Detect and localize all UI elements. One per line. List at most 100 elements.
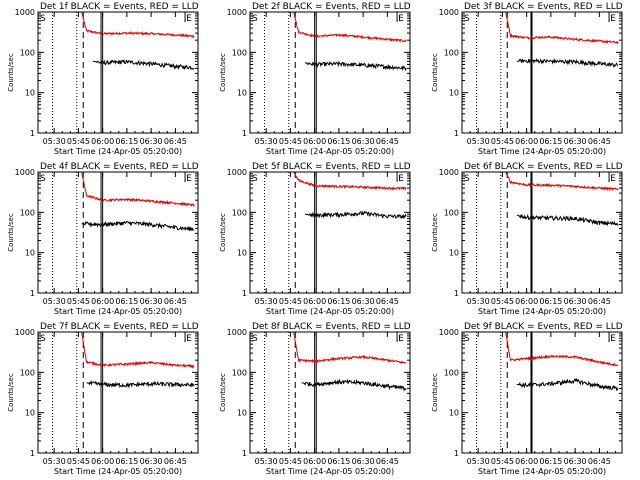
x-tick-label: 06:30 (352, 457, 375, 466)
x-tick-label: 06:15 (327, 457, 350, 466)
end-marker: E (398, 174, 404, 184)
x-tick-label: 05:45 (67, 137, 90, 146)
y-tick-label: 1000 (227, 168, 247, 177)
y-tick-label: 10 (237, 249, 247, 258)
lld-series-line (81, 11, 195, 38)
x-tick-label: 05:30 (467, 457, 490, 466)
y-tick-label: 10 (237, 409, 247, 418)
y-tick-label: 1 (242, 449, 247, 458)
lld-series-line (81, 171, 195, 208)
x-tick-label: 05:45 (67, 297, 90, 306)
x-tick-label: 05:45 (279, 137, 302, 146)
y-tick-label: 1 (30, 129, 35, 138)
plot-frame (37, 331, 199, 454)
panel-title: Det 6f BLACK = Events, RED = LLD (464, 162, 623, 172)
start-marker: S (40, 334, 46, 344)
y-axis-label: Counts/sec (431, 373, 439, 412)
y-tick-label: 1 (30, 289, 35, 298)
plot-frame (249, 11, 411, 134)
x-tick-label: 06:45 (588, 457, 611, 466)
plot-frame (461, 11, 623, 134)
y-tick-label: 1000 (15, 328, 35, 337)
plot-frame (461, 331, 623, 454)
panel-title: Det 3f BLACK = Events, RED = LLD (464, 2, 623, 12)
x-tick-label: 05:45 (67, 457, 90, 466)
panel-8: Det 8f BLACK = Events, RED = LLD 1 10 100 10… (219, 322, 411, 476)
panel-title: Det 4f BLACK = Events, RED = LLD (40, 162, 199, 172)
x-axis-label: Start Time (24-Apr-05 05:20:00) (478, 467, 606, 476)
y-tick-label: 100 (444, 368, 459, 377)
panel-title: Det 9f BLACK = Events, RED = LLD (464, 322, 623, 332)
x-tick-label: 06:30 (352, 137, 375, 146)
y-tick-label: 1000 (227, 328, 247, 337)
x-axis-label: Start Time (24-Apr-05 05:20:00) (478, 307, 606, 316)
x-tick-label: 06:45 (588, 297, 611, 306)
y-tick-label: 10 (237, 89, 247, 98)
x-tick-label: 05:45 (279, 297, 302, 306)
end-marker: E (186, 174, 192, 184)
panel-2: Det 2f BLACK = Events, RED = LLD 1 10 100 10… (219, 2, 411, 156)
start-marker: S (252, 174, 258, 184)
x-tick-label: 06:15 (327, 137, 350, 146)
y-tick-label: 100 (444, 48, 459, 57)
y-tick-label: 10 (25, 409, 35, 418)
x-tick-label: 06:00 (515, 457, 538, 466)
end-marker: E (610, 334, 616, 344)
x-tick-label: 05:45 (491, 297, 514, 306)
y-tick-label: 100 (232, 368, 247, 377)
x-tick-label: 06:00 (91, 137, 114, 146)
x-tick-label: 05:30 (43, 297, 66, 306)
x-tick-label: 06:15 (327, 297, 350, 306)
x-tick-label: 06:15 (539, 457, 562, 466)
y-tick-label: 10 (25, 89, 35, 98)
x-tick-label: 06:00 (91, 457, 114, 466)
start-marker: S (464, 334, 470, 344)
end-marker: E (398, 334, 404, 344)
lld-series-line (505, 171, 619, 192)
start-marker: S (40, 14, 46, 24)
x-tick-label: 06:45 (164, 457, 187, 466)
y-tick-label: 1000 (439, 8, 459, 17)
end-marker: E (186, 14, 192, 24)
lld-series-line (505, 11, 619, 45)
panel-3: Det 3f BLACK = Events, RED = LLD 1 10 100 10… (431, 2, 623, 156)
events-series-line (516, 57, 619, 69)
plot-frame (37, 171, 199, 294)
y-axis-label: Counts/sec (431, 213, 439, 252)
panel-5: Det 5f BLACK = Events, RED = LLD 1 10 100 10… (219, 162, 411, 316)
x-tick-label: 06:45 (376, 457, 399, 466)
y-tick-label: 10 (449, 249, 459, 258)
x-tick-label: 06:45 (164, 297, 187, 306)
start-marker: S (464, 174, 470, 184)
y-tick-label: 100 (20, 48, 35, 57)
y-tick-label: 100 (20, 368, 35, 377)
x-tick-label: 06:45 (376, 297, 399, 306)
y-tick-label: 1000 (227, 8, 247, 17)
events-series-line (92, 58, 195, 71)
x-axis-label: Start Time (24-Apr-05 05:20:00) (54, 467, 182, 476)
y-axis-label: Counts/sec (7, 213, 15, 252)
plot-frame (249, 171, 411, 294)
lld-series-line (505, 331, 619, 367)
y-tick-label: 10 (25, 249, 35, 258)
y-axis-label: Counts/sec (7, 53, 15, 92)
events-series-line (304, 210, 407, 219)
x-axis-label: Start Time (24-Apr-05 05:20:00) (478, 147, 606, 156)
y-axis-label: Counts/sec (431, 53, 439, 92)
x-axis-label: Start Time (24-Apr-05 05:20:00) (54, 147, 182, 156)
y-tick-label: 100 (20, 208, 35, 217)
end-marker: E (398, 14, 404, 24)
y-tick-label: 1 (30, 449, 35, 458)
x-tick-label: 06:30 (140, 137, 163, 146)
x-tick-label: 06:15 (115, 137, 138, 146)
end-marker: E (610, 14, 616, 24)
x-tick-label: 06:30 (140, 297, 163, 306)
x-axis-label: Start Time (24-Apr-05 05:20:00) (266, 467, 394, 476)
panel-title: Det 1f BLACK = Events, RED = LLD (40, 2, 199, 12)
events-series-line (86, 379, 195, 389)
y-tick-label: 10 (449, 409, 459, 418)
lld-series-line (293, 11, 407, 44)
x-tick-label: 06:30 (564, 137, 587, 146)
plot-frame (461, 171, 623, 294)
